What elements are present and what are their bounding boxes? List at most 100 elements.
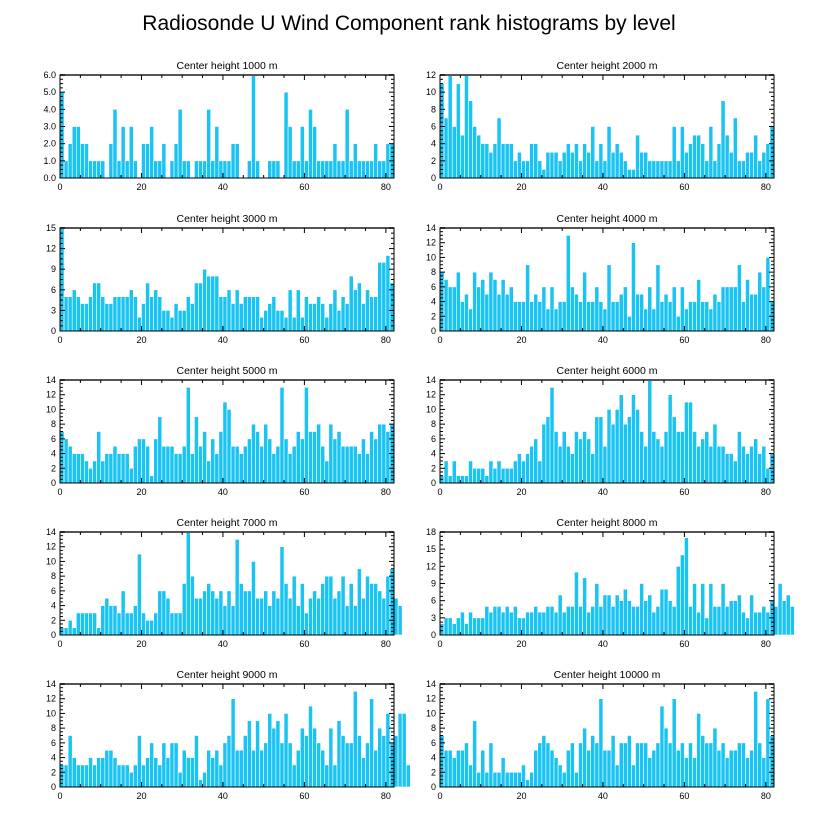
bar bbox=[529, 771, 534, 788]
bar bbox=[369, 160, 374, 179]
bar bbox=[336, 720, 342, 788]
y-tick-label: 6 bbox=[431, 738, 436, 748]
x-tick-label: 40 bbox=[598, 182, 608, 192]
bar bbox=[627, 600, 632, 636]
bar bbox=[680, 126, 685, 179]
bar bbox=[71, 289, 77, 332]
bar bbox=[300, 438, 305, 484]
bar bbox=[295, 431, 301, 484]
bar bbox=[720, 583, 726, 636]
bar bbox=[504, 293, 510, 332]
bar bbox=[708, 445, 714, 484]
y-tick-label: 2 bbox=[51, 767, 56, 777]
x-tick-label: 20 bbox=[516, 791, 526, 801]
bar bbox=[206, 749, 212, 788]
bar bbox=[594, 416, 600, 484]
bar bbox=[700, 301, 706, 332]
bar bbox=[631, 169, 636, 179]
bar bbox=[222, 605, 228, 636]
x-tick-label: 60 bbox=[679, 182, 689, 192]
bar bbox=[488, 611, 494, 636]
x-tick-label: 0 bbox=[57, 487, 62, 497]
bar bbox=[513, 160, 518, 179]
y-tick-label: 2.0 bbox=[43, 139, 56, 149]
bar bbox=[671, 286, 677, 332]
bar bbox=[529, 611, 534, 636]
y-tick-label: 4 bbox=[431, 139, 436, 149]
bar bbox=[373, 749, 379, 788]
bar bbox=[206, 109, 212, 179]
bar bbox=[508, 143, 514, 179]
bar bbox=[381, 423, 387, 484]
y-tick-label: 3 bbox=[431, 613, 436, 623]
x-tick-label: 0 bbox=[57, 791, 62, 801]
bar bbox=[680, 431, 685, 484]
bar bbox=[484, 475, 490, 484]
y-tick-label: 6 bbox=[431, 282, 436, 292]
bar bbox=[476, 617, 482, 636]
bar bbox=[472, 271, 477, 332]
bar bbox=[210, 160, 216, 179]
bar bbox=[533, 143, 539, 179]
bar bbox=[385, 713, 391, 788]
bar bbox=[504, 771, 510, 788]
bar bbox=[789, 606, 795, 636]
bar bbox=[141, 764, 146, 788]
x-tick-label: 20 bbox=[516, 335, 526, 345]
bar bbox=[259, 597, 264, 636]
bar bbox=[377, 727, 383, 788]
bar bbox=[488, 151, 494, 179]
bar bbox=[344, 445, 350, 484]
bar bbox=[708, 126, 714, 179]
bar bbox=[304, 612, 309, 636]
bar bbox=[181, 310, 187, 332]
bar bbox=[732, 286, 738, 332]
bar bbox=[594, 286, 600, 332]
bar bbox=[647, 594, 653, 636]
bar bbox=[177, 453, 183, 484]
bar bbox=[181, 749, 187, 788]
x-tick-label: 80 bbox=[761, 639, 771, 649]
bar bbox=[447, 617, 453, 636]
bar bbox=[133, 605, 138, 636]
bar bbox=[149, 475, 154, 484]
bar bbox=[377, 160, 383, 179]
bar bbox=[761, 151, 767, 179]
bar bbox=[447, 475, 453, 484]
bar bbox=[405, 764, 411, 788]
y-tick-label: 8 bbox=[431, 267, 436, 277]
bar bbox=[618, 742, 624, 788]
bar bbox=[720, 445, 726, 484]
bar bbox=[352, 605, 358, 636]
bar bbox=[643, 600, 649, 636]
bar bbox=[352, 143, 358, 179]
bar bbox=[161, 310, 167, 332]
bar bbox=[348, 160, 354, 179]
panel-title: Center height 1000 m bbox=[177, 60, 278, 72]
bar bbox=[100, 460, 106, 484]
bar bbox=[472, 467, 477, 484]
bar bbox=[610, 735, 616, 788]
bar bbox=[586, 301, 592, 332]
bar bbox=[476, 134, 482, 179]
x-tick-label: 40 bbox=[218, 791, 228, 801]
bar bbox=[500, 279, 506, 332]
bar bbox=[557, 301, 563, 332]
bar bbox=[218, 590, 224, 636]
bar bbox=[696, 134, 701, 179]
bar bbox=[291, 160, 297, 179]
bar bbox=[304, 296, 309, 332]
y-tick-label: 4 bbox=[431, 297, 436, 307]
bar bbox=[602, 594, 608, 636]
bar bbox=[525, 264, 530, 332]
bar bbox=[671, 698, 677, 788]
bar bbox=[67, 445, 73, 484]
bar bbox=[283, 91, 289, 179]
bar bbox=[549, 286, 555, 332]
bar bbox=[373, 583, 379, 636]
bar bbox=[480, 617, 486, 636]
bar bbox=[692, 431, 697, 484]
bar bbox=[716, 606, 722, 636]
bar bbox=[521, 460, 526, 484]
x-tick-label: 0 bbox=[57, 335, 62, 345]
